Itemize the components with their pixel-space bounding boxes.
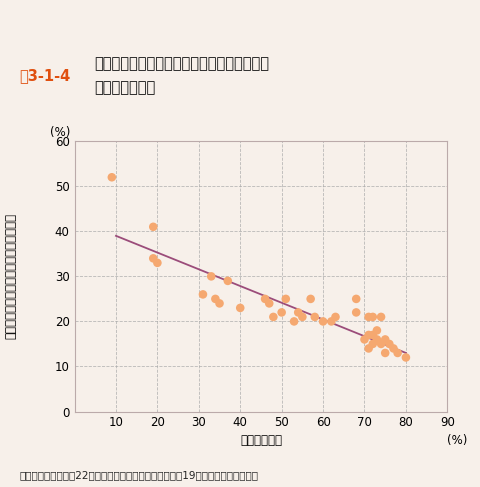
- Text: 自動車依存度と中心市街地の売上比率の関係: 自動車依存度と中心市街地の売上比率の関係: [94, 56, 268, 71]
- Point: [368, 331, 376, 339]
- Text: 全体の売上げに対する中心市街地の比率: 全体の売上げに対する中心市街地の比率: [4, 213, 17, 339]
- Point: [372, 326, 380, 334]
- Point: [381, 336, 388, 343]
- Point: [319, 318, 326, 325]
- Point: [153, 259, 161, 267]
- Point: [368, 340, 376, 348]
- Point: [376, 340, 384, 348]
- Point: [360, 336, 368, 343]
- Point: [224, 277, 231, 285]
- Point: [108, 173, 116, 181]
- Point: [298, 313, 306, 321]
- Point: [289, 318, 297, 325]
- Point: [149, 254, 157, 262]
- Point: [199, 290, 206, 298]
- Point: [368, 313, 376, 321]
- Point: [352, 295, 360, 303]
- Point: [277, 309, 285, 317]
- X-axis label: 自動車依存度: 自動車依存度: [240, 433, 281, 447]
- Point: [215, 300, 223, 307]
- Point: [364, 345, 372, 353]
- Text: （都道府県別）: （都道府県別）: [94, 80, 155, 95]
- Point: [261, 295, 268, 303]
- Point: [401, 354, 409, 361]
- Point: [310, 313, 318, 321]
- Point: [269, 313, 276, 321]
- Point: [236, 304, 243, 312]
- Point: [376, 313, 384, 321]
- Point: [294, 309, 301, 317]
- Point: [306, 295, 314, 303]
- Point: [207, 273, 215, 281]
- Point: [372, 336, 380, 343]
- Point: [389, 345, 396, 353]
- Point: [331, 313, 339, 321]
- Text: 図3-1-4: 図3-1-4: [19, 68, 71, 83]
- Point: [381, 349, 388, 357]
- Point: [364, 331, 372, 339]
- Point: [352, 309, 360, 317]
- Text: 資料：総務省「平成22年国勢調査」、経済産業省「平成19年商業統計」より作成: 資料：総務省「平成22年国勢調査」、経済産業省「平成19年商業統計」より作成: [19, 469, 258, 480]
- Point: [364, 313, 372, 321]
- Point: [149, 223, 157, 231]
- Point: [211, 295, 219, 303]
- Text: (%): (%): [50, 126, 71, 138]
- Text: (%): (%): [446, 434, 467, 448]
- Point: [265, 300, 273, 307]
- Point: [327, 318, 335, 325]
- Point: [393, 349, 401, 357]
- Point: [384, 340, 392, 348]
- Point: [281, 295, 289, 303]
